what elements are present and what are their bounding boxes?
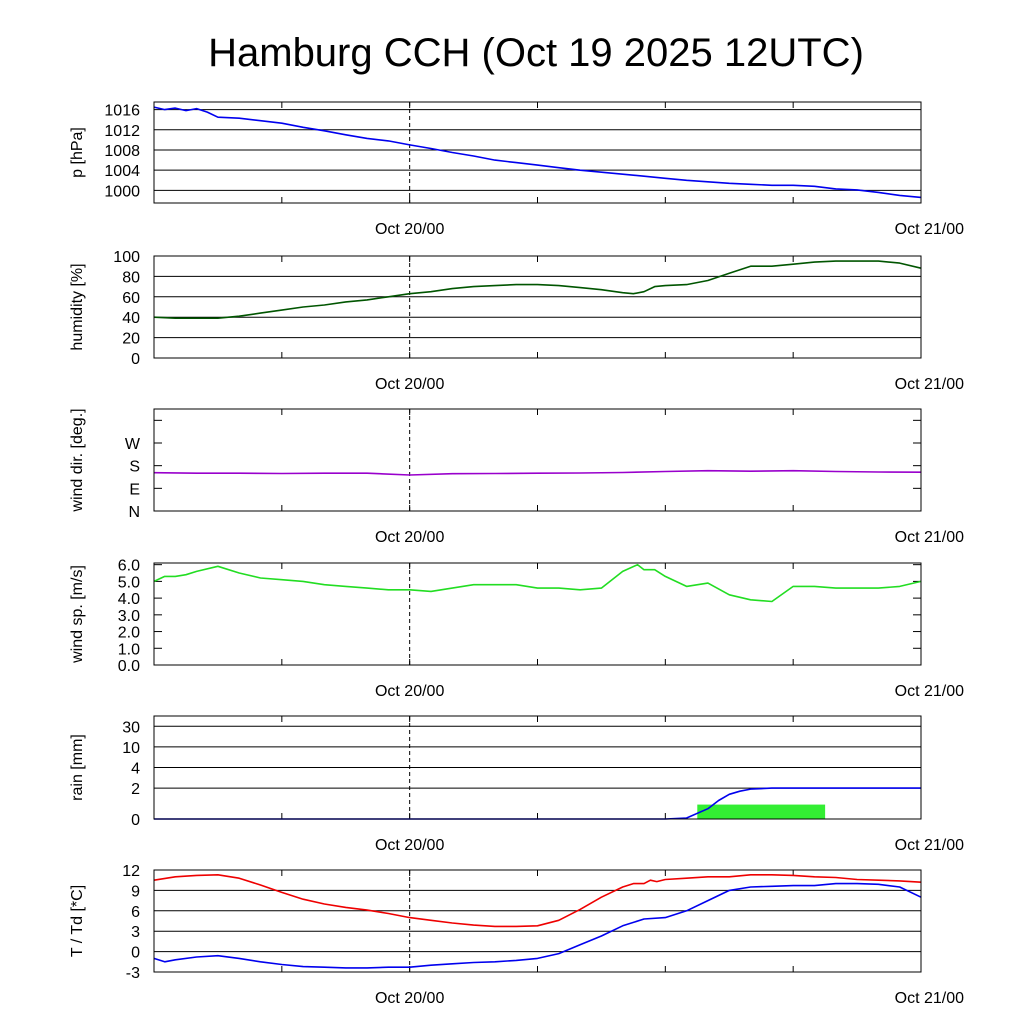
x-tick-label: Oct 21/00: [895, 990, 964, 1007]
y-tick-label: -3: [126, 965, 140, 982]
y-tick-label: 0: [131, 945, 140, 962]
series-line-2: [153, 882, 922, 969]
y-axis-label: wind dir. [deg.]: [69, 408, 86, 512]
y-tick-label: 0: [131, 812, 140, 829]
series-line-1: [153, 563, 922, 603]
series-line-1: [154, 787, 921, 820]
y-tick-label: 3.0: [118, 608, 140, 625]
y-axis-label: wind sp. [m/s]: [69, 565, 86, 664]
y-tick-label: 20: [122, 331, 140, 348]
y-tick-label: 4.0: [118, 591, 140, 608]
x-tick-label: Oct 20/00: [375, 376, 444, 393]
chart-title: Hamburg CCH (Oct 19 2025 12UTC): [208, 31, 864, 75]
y-tick-label: 6.0: [118, 558, 140, 575]
rain-bar: [697, 804, 826, 819]
y-tick-label: N: [128, 504, 140, 521]
series-line-1: [153, 469, 922, 476]
y-tick-label: 1012: [104, 123, 140, 140]
y-tick-label: 4: [131, 761, 140, 778]
y-tick-label: 9: [131, 883, 140, 900]
panel-6: 12 9 6 3 0 -3 Oct 20/00 Oct 21/00 T / Td [*C]: [69, 863, 964, 1007]
panel-1: 1016 1012 1008 1004 1000 Oct 20/00 Oct 21/00 p …: [69, 101, 964, 238]
x-tick-label: Oct 21/00: [895, 221, 964, 238]
y-tick-label: 5.0: [118, 574, 140, 591]
y-tick-label: 3: [131, 924, 140, 941]
plot-frame: [153, 562, 922, 666]
x-tick-label: Oct 20/00: [375, 529, 444, 546]
plot-frame: [153, 255, 922, 359]
panel-4: 6.05.04.03.02.01.00.0 Oct 20/00 Oct 21/00 w…: [69, 558, 964, 700]
y-tick-label: 80: [122, 269, 140, 286]
y-tick-label: E: [129, 481, 140, 498]
y-tick-label: 1000: [104, 183, 140, 200]
y-tick-label: 0.0: [118, 658, 140, 675]
series-line-1: [153, 260, 922, 320]
y-axis-label: T / Td [*C]: [69, 885, 86, 957]
x-tick-label: Oct 21/00: [895, 683, 964, 700]
plot-frame: [153, 408, 922, 512]
panel-5: 30 10 4 2 0 Oct 20/00 Oct 21/00 rain [mm]: [69, 715, 964, 854]
y-axis-label: rain [mm]: [69, 734, 86, 801]
y-tick-label: 0: [131, 351, 140, 368]
y-tick-label: 1008: [104, 143, 140, 160]
series-line-1: [153, 873, 922, 928]
plot-frame: [153, 869, 922, 973]
y-tick-label: 2.0: [118, 625, 140, 642]
y-tick-label: S: [129, 459, 140, 476]
x-tick-label: Oct 20/00: [375, 837, 444, 854]
y-tick-label: W: [125, 436, 141, 453]
x-tick-label: Oct 20/00: [375, 683, 444, 700]
y-tick-label: 30: [122, 719, 140, 736]
y-tick-label: 6: [131, 904, 140, 921]
y-tick-label: 2: [131, 781, 140, 798]
series-line-1: [153, 106, 922, 199]
y-axis-label: humidity [%]: [69, 263, 86, 350]
plot-frame: [153, 101, 922, 204]
y-tick-label: 1004: [104, 163, 140, 180]
panel-2: 100 80 60 40 20 0 Oct 20/00 Oct 21/00 humidity […: [69, 249, 964, 393]
x-tick-label: Oct 21/00: [895, 837, 964, 854]
y-tick-label: 1016: [104, 103, 140, 120]
y-tick-label: 10: [122, 740, 140, 757]
y-tick-label: 60: [122, 290, 140, 307]
x-tick-label: Oct 20/00: [375, 221, 444, 238]
y-tick-label: 1.0: [118, 641, 140, 658]
y-tick-label: 12: [122, 863, 140, 880]
y-tick-label: 100: [113, 249, 140, 266]
x-tick-label: Oct 20/00: [375, 990, 444, 1007]
y-tick-label: 40: [122, 310, 140, 327]
x-tick-label: Oct 21/00: [895, 529, 964, 546]
x-tick-label: Oct 21/00: [895, 376, 964, 393]
y-axis-label: p [hPa]: [69, 127, 86, 178]
plot-frame: [153, 715, 922, 820]
